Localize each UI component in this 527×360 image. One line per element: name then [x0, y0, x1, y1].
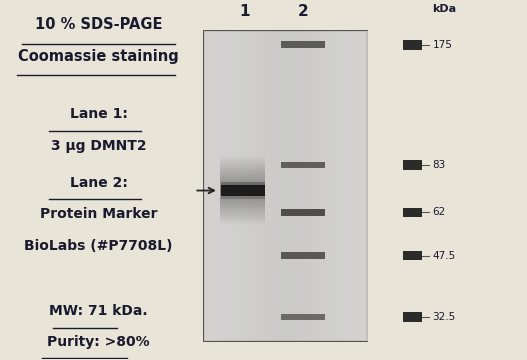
Bar — [281, 162, 325, 168]
Bar — [281, 209, 325, 216]
Text: Coomassie staining: Coomassie staining — [18, 49, 179, 64]
Text: 47.5: 47.5 — [433, 251, 456, 261]
Text: 1: 1 — [239, 4, 250, 19]
Text: kDa: kDa — [433, 4, 457, 14]
Bar — [281, 252, 325, 259]
Bar — [403, 160, 422, 170]
Text: MW: 71 kDa.: MW: 71 kDa. — [50, 304, 148, 318]
Text: 10 % SDS-PAGE: 10 % SDS-PAGE — [35, 17, 162, 32]
Bar — [281, 314, 325, 320]
Bar — [403, 312, 422, 322]
Text: 32.5: 32.5 — [433, 312, 456, 322]
Text: Lane 2:: Lane 2: — [70, 176, 128, 190]
Bar — [221, 195, 265, 199]
Bar — [221, 182, 265, 186]
Text: Protein Marker: Protein Marker — [40, 207, 158, 221]
Text: 3 μg DMNT2: 3 μg DMNT2 — [51, 139, 147, 153]
Bar — [203, 31, 367, 341]
Bar — [221, 185, 265, 196]
Bar — [403, 251, 422, 261]
Text: 175: 175 — [433, 40, 453, 50]
Text: Purity: >80%: Purity: >80% — [47, 335, 150, 349]
Bar — [281, 41, 325, 48]
Text: 83: 83 — [433, 160, 446, 170]
Bar — [403, 207, 422, 217]
Text: Lane 1:: Lane 1: — [70, 107, 128, 121]
Text: 2: 2 — [298, 4, 309, 19]
Text: BioLabs (#P7708L): BioLabs (#P7708L) — [24, 239, 173, 253]
Text: 62: 62 — [433, 207, 446, 217]
Bar — [403, 40, 422, 50]
